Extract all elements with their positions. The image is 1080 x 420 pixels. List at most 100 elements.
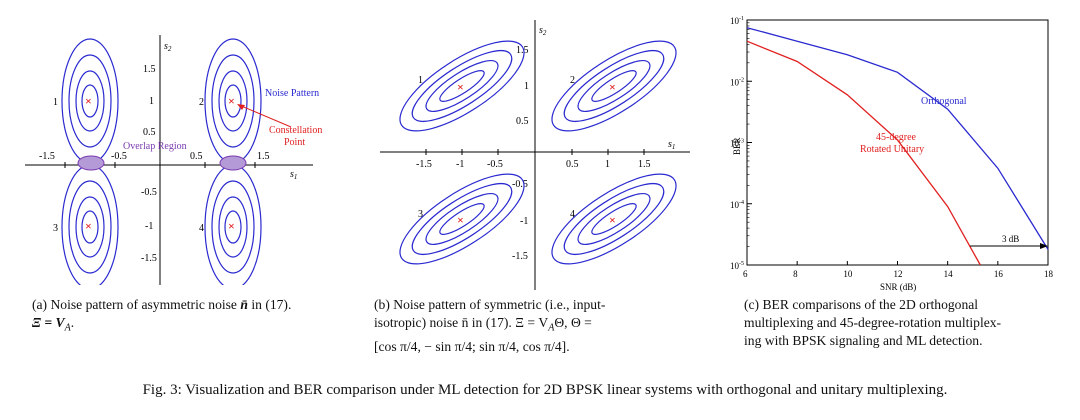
noise-contour	[68, 54, 112, 148]
panel-b-contours	[399, 40, 677, 265]
ber-ylabel: BER	[732, 137, 742, 155]
noise-contour	[439, 70, 485, 102]
panel-b-ytick: -0.5	[512, 179, 528, 190]
point-label: 3	[418, 209, 423, 220]
caption-a-line2: Ξ = V	[32, 315, 65, 330]
constellation-marker: ×	[457, 80, 464, 94]
panel-a-xtick: 0.5	[190, 151, 203, 162]
noise-contour	[411, 183, 513, 255]
noise-contour	[439, 203, 485, 235]
figure-caption: Fig. 3: Visualization and BER comparison…	[142, 382, 948, 398]
noise-contour	[551, 173, 677, 265]
noise-contour	[551, 40, 677, 132]
panel-a-ytick: -0.5	[141, 187, 157, 198]
caption-b-line2-sub: A	[548, 322, 555, 334]
caption-b: (b) Noise pattern of symmetric (i.e., in…	[374, 296, 704, 356]
noise-contour	[218, 196, 248, 258]
ber-label-rotated: 45-degree	[876, 132, 917, 143]
ber-ytick-label: 10-1	[730, 16, 744, 26]
panel-b-ytick: 1.5	[516, 45, 529, 56]
point-label: 1	[53, 97, 58, 108]
noise-contour	[211, 54, 255, 148]
point-label: 1	[418, 75, 423, 86]
panel-a-ytick: -1	[145, 221, 153, 232]
svg-text:s2: s2	[164, 41, 172, 53]
svg-text:s2: s2	[539, 25, 547, 37]
ber-xlabel: SNR (dB)	[880, 282, 916, 292]
overlap-region-left	[77, 155, 105, 171]
caption-a: (a) Noise pattern of asymmetric noise n̄…	[32, 296, 332, 338]
panel-b-s1-label: s	[668, 139, 672, 150]
panel-a-s1-label: s	[290, 169, 294, 180]
svg-text:s1: s1	[290, 169, 297, 181]
panel-b-xtick: 1	[605, 159, 610, 170]
ber-ytick-label: 10-2	[730, 77, 744, 87]
constellation-marker: ×	[228, 219, 235, 233]
panel-a-xtick: -0.5	[111, 151, 127, 162]
constellation-arrowhead	[237, 104, 245, 110]
panel-b-xtick: 0.5	[566, 159, 579, 170]
ber-xtick-label: 16	[994, 269, 1004, 279]
caption-a-symbol: n̄	[240, 297, 248, 312]
noise-contour	[399, 40, 525, 132]
point-label: 2	[570, 75, 575, 86]
panel-b-s2-label: s	[539, 25, 543, 36]
panel-a-ytick: 0.5	[143, 127, 156, 138]
constellation-marker: ×	[228, 94, 235, 108]
ber-xtick-label: 18	[1044, 269, 1054, 279]
ber-xtick-label: 12	[894, 269, 903, 279]
caption-a-line1-end: in (17).	[251, 297, 292, 312]
panel-b-xtick: 1.5	[638, 159, 651, 170]
ber-ytick-label: 10-3	[730, 139, 744, 149]
noise-contour	[425, 60, 499, 112]
ber-xtick-label: 8	[793, 269, 798, 279]
constellation-marker: ×	[85, 219, 92, 233]
ber-chart: 6 8 10 12 14 16 18 10-1 10-2 10-3 10-4 10-5 BER SNR…	[730, 16, 1054, 292]
noise-contour	[218, 70, 248, 132]
constellation-marker: ×	[457, 213, 464, 227]
noise-contour	[211, 180, 255, 274]
panel-b-s2-sub: 2	[543, 29, 547, 37]
panel-b-ytick: 1	[524, 81, 529, 92]
ber-ytick-label: 10-4	[730, 200, 744, 210]
panel-a-xtick: -1.5	[39, 151, 55, 162]
ber-label-rotated-2: Rotated Unitary	[860, 144, 924, 155]
noise-contour	[577, 60, 651, 112]
noise-contour	[411, 50, 513, 122]
constellation-marker: ×	[609, 80, 616, 94]
panel-a-xtick: 1.5	[257, 151, 270, 162]
noise-contour	[425, 193, 499, 245]
constellation-marker: ×	[85, 94, 92, 108]
noise-contour	[75, 70, 105, 132]
constellation-arrow	[238, 104, 292, 128]
overlap-region-right	[219, 155, 247, 171]
caption-a-line1: (a) Noise pattern of asymmetric noise	[32, 297, 237, 312]
noise-contour	[68, 180, 112, 274]
constellation-marker: ×	[609, 213, 616, 227]
panel-b-ytick: -1	[520, 216, 528, 227]
ber-xtick-label: 14	[944, 269, 954, 279]
noise-contour	[81, 210, 99, 244]
panel-a-ytick: 1.5	[143, 64, 156, 75]
point-label: 4	[570, 209, 575, 220]
panel-b-ytick: 0.5	[516, 116, 529, 127]
panel-a-ytick: -1.5	[141, 253, 157, 264]
noise-contour	[81, 84, 99, 118]
panel-b-s1-sub: 1	[672, 143, 676, 151]
caption-b-line1: (b) Noise pattern of symmetric (i.e., in…	[374, 297, 606, 312]
noise-contour	[591, 70, 637, 102]
point-label: 3	[53, 223, 58, 234]
gap-label: 3 dB	[1002, 234, 1019, 244]
svg-text:s1: s1	[668, 139, 675, 151]
annotation-overlap-region: Overlap Region	[123, 141, 187, 152]
noise-contour	[75, 196, 105, 258]
ber-ytick-label: 10-5	[730, 261, 744, 271]
ber-xtick-label: 6	[743, 269, 748, 279]
point-label: 4	[199, 223, 204, 234]
noise-contour	[224, 84, 242, 118]
annotation-constellation: Constellation	[269, 125, 322, 136]
noise-contour	[563, 183, 665, 255]
ber-series-line	[746, 27, 1049, 250]
caption-c: (c) BER comparisons of the 2D orthogonal…	[744, 296, 1056, 350]
noise-contour	[577, 193, 651, 245]
